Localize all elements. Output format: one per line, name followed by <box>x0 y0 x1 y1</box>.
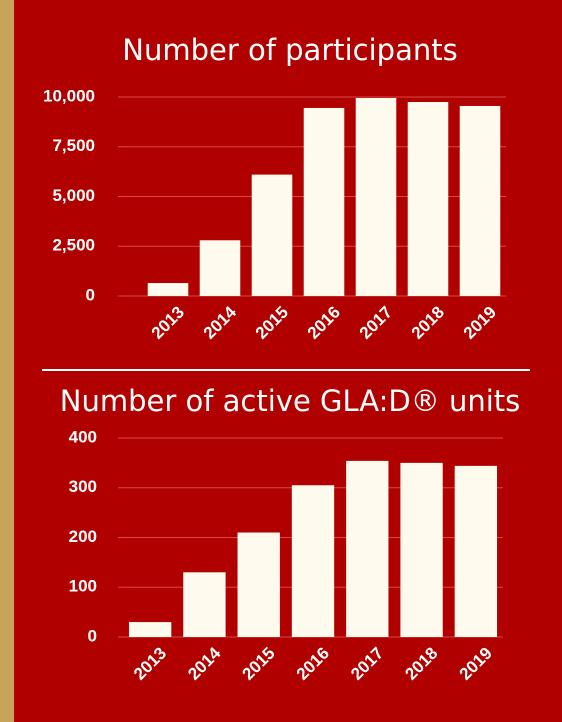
y-tick-label: 7,500 <box>52 136 95 155</box>
bar <box>460 106 501 296</box>
chart: Number of participants 0 2,500 5,000 7,500 10… <box>0 0 562 722</box>
bar <box>129 622 171 637</box>
y-tick-label: 0 <box>88 626 97 645</box>
y-tick-label: 100 <box>69 577 97 596</box>
bar <box>356 98 397 296</box>
page: {"chart_data": [ {"type": "bar", "title"… <box>0 0 562 722</box>
bar <box>238 533 280 637</box>
y-tick-label: 200 <box>69 527 97 546</box>
bar <box>292 485 334 637</box>
bar <box>148 283 189 296</box>
side-image-strip <box>0 0 14 722</box>
chart-title: Number of active GLA:D® units <box>60 384 521 418</box>
bar <box>455 466 497 637</box>
y-tick-label: 300 <box>69 477 97 496</box>
bar <box>408 102 449 296</box>
bar <box>252 175 293 296</box>
bar <box>346 461 388 637</box>
bar <box>400 463 442 637</box>
bar <box>304 108 345 296</box>
y-tick-label: 0 <box>86 285 95 304</box>
y-tick-label: 10,000 <box>43 86 95 105</box>
chart-title: Number of participants <box>122 33 457 67</box>
bar <box>200 240 241 296</box>
bar <box>183 572 225 637</box>
y-tick-label: 400 <box>69 427 97 446</box>
y-tick-label: 5,000 <box>52 186 95 205</box>
y-tick-label: 2,500 <box>52 236 95 255</box>
